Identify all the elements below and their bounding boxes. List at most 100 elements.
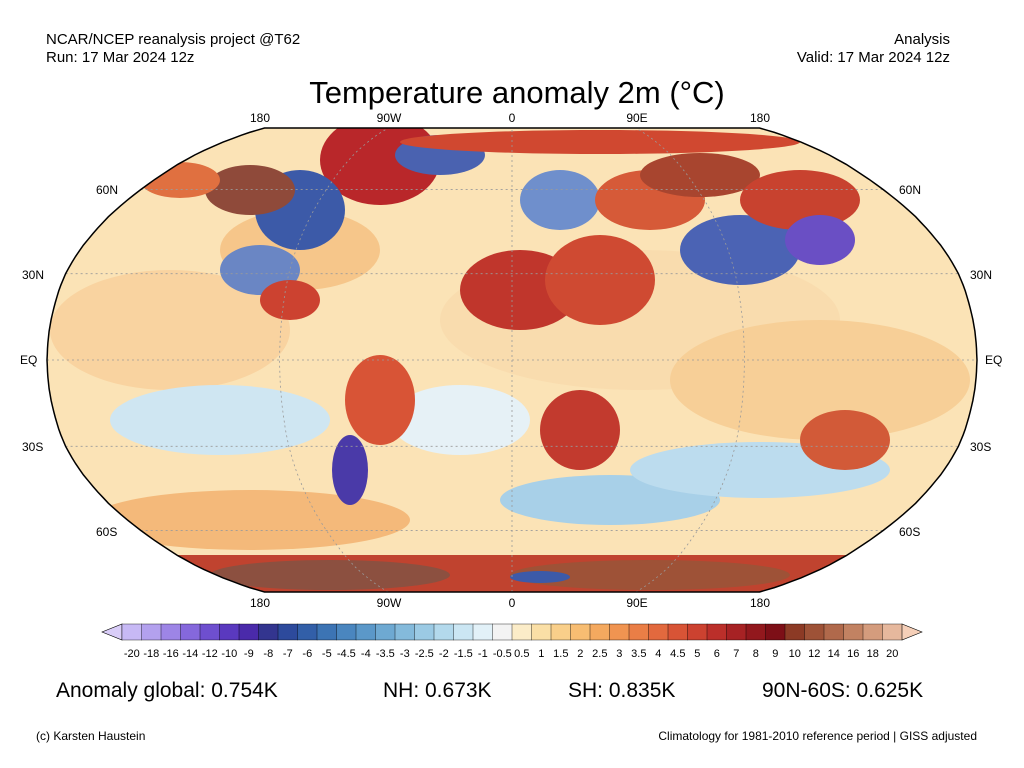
colorbar-label: 20 xyxy=(886,648,898,660)
colorbar-cell xyxy=(316,623,337,641)
map-title: Temperature anomaly 2m (°C) xyxy=(309,75,725,110)
colorbar-cell xyxy=(589,623,610,641)
colorbar-label: -4.5 xyxy=(337,648,356,660)
map-outline xyxy=(46,127,978,593)
colorbar-cell xyxy=(414,623,435,641)
colorbar-cell xyxy=(238,623,259,641)
lon-label-top: 180 xyxy=(249,111,271,125)
lat-label-left: 60S xyxy=(96,525,118,539)
colorbar-cell xyxy=(726,623,747,641)
colorbar-label: 5 xyxy=(694,648,700,660)
colorbar-label: -9 xyxy=(244,648,254,660)
colorbar-label: -8 xyxy=(263,648,273,660)
colorbar-cell xyxy=(472,623,493,641)
colorbar-label: 18 xyxy=(867,648,879,660)
source-label: NCAR/NCEP reanalysis project @T62 xyxy=(46,31,301,48)
colorbar-cell xyxy=(511,623,532,641)
colorbar-label: -16 xyxy=(163,648,179,660)
colorbar-cell xyxy=(160,623,181,641)
colorbar-cell xyxy=(706,623,727,641)
lon-label-top: 90E xyxy=(626,111,648,125)
colorbar-label: 16 xyxy=(847,648,859,660)
colorbar-label: -0.5 xyxy=(493,648,512,660)
lon-label-bottom: 90W xyxy=(376,596,402,610)
colorbar-label: -6 xyxy=(302,648,312,660)
graticule xyxy=(47,128,977,592)
lon-label-bottom: 0 xyxy=(508,596,516,610)
colorbar-cell xyxy=(609,623,630,641)
lon-label-top: 90W xyxy=(376,111,402,125)
lat-label-left: 60N xyxy=(96,183,119,197)
climatology-note: Climatology for 1981-2010 reference peri… xyxy=(658,729,977,743)
colorbar-under-arrow xyxy=(101,623,123,641)
colorbar-label: -3.5 xyxy=(376,648,395,660)
colorbar-cell xyxy=(258,623,279,641)
lat-label-left: EQ xyxy=(20,353,38,367)
colorbar-cell xyxy=(297,623,318,641)
colorbar-cell xyxy=(843,623,864,641)
colorbar-label: -14 xyxy=(182,648,198,660)
colorbar-label: -18 xyxy=(143,648,159,660)
lat-label-right: 60N xyxy=(899,183,922,197)
colorbar-cell xyxy=(492,623,513,641)
nh-anomaly: NH: 0.673K xyxy=(383,679,492,702)
colorbar-cell xyxy=(570,623,591,641)
colorbar-cell xyxy=(219,623,240,641)
colorbar-label: 12 xyxy=(808,648,820,660)
colorbar-cell xyxy=(765,623,786,641)
global-anomaly: Anomaly global: 0.754K xyxy=(56,679,278,702)
colorbar-label: -2 xyxy=(439,648,449,660)
colorbar-label: 2.5 xyxy=(592,648,607,660)
colorbar-label: 0.5 xyxy=(514,648,529,660)
lat-label-right: EQ xyxy=(985,353,1003,367)
colorbar-cell xyxy=(784,623,805,641)
colorbar-label: -1 xyxy=(478,648,488,660)
run-time: Run: 17 Mar 2024 12z xyxy=(46,49,195,66)
lon-label-top: 180 xyxy=(749,111,771,125)
credit: (c) Karsten Haustein xyxy=(36,729,146,743)
colorbar-label: 3.5 xyxy=(631,648,646,660)
colorbar-label: 4 xyxy=(655,648,661,660)
colorbar-cell xyxy=(531,623,552,641)
colorbar-cell xyxy=(141,623,162,641)
colorbar-cell xyxy=(394,623,415,641)
valid-time: Valid: 17 Mar 2024 12z xyxy=(796,49,950,66)
colorbar-label: 8 xyxy=(753,648,759,660)
colorbar-label: -5 xyxy=(322,648,332,660)
colorbar-label: 1 xyxy=(538,648,544,660)
anomaly-map xyxy=(46,127,978,593)
colorbar-cell xyxy=(804,623,825,641)
colorbar-label: 9 xyxy=(772,648,778,660)
colorbar-label: -3 xyxy=(400,648,410,660)
colorbar-label: 7 xyxy=(733,648,739,660)
colorbar-cell xyxy=(355,623,376,641)
colorbar-label: -4 xyxy=(361,648,371,660)
colorbar-label: 10 xyxy=(789,648,801,660)
colorbar-cell xyxy=(550,623,571,641)
colorbar-label: -7 xyxy=(283,648,293,660)
colorbar-label: -1.5 xyxy=(454,648,473,660)
lon-label-bottom: 180 xyxy=(749,596,771,610)
lon-label-bottom: 90E xyxy=(626,596,648,610)
lat-label-left: 30N xyxy=(22,268,45,282)
colorbar-label: -12 xyxy=(202,648,218,660)
sh-anomaly: SH: 0.835K xyxy=(568,679,676,702)
colorbar-cell xyxy=(882,623,903,641)
colorbar-cell xyxy=(745,623,766,641)
lat-label-right: 30S xyxy=(970,440,992,454)
colorbar-cell xyxy=(336,623,357,641)
lat-label-right: 30N xyxy=(970,268,993,282)
colorbar-label: 6 xyxy=(714,648,720,660)
colorbar-label: 2 xyxy=(577,648,583,660)
colorbar-over-arrow xyxy=(901,623,923,641)
colorbar-cell xyxy=(687,623,708,641)
colorbar-label: 14 xyxy=(828,648,840,660)
colorbar-label: 3 xyxy=(616,648,622,660)
colorbar-cell xyxy=(433,623,454,641)
colorbar-label: -2.5 xyxy=(415,648,434,660)
lat-label-left: 30S xyxy=(22,440,44,454)
colorbar-label: -20 xyxy=(124,648,140,660)
lon-label-top: 0 xyxy=(508,111,516,125)
colorbar-label: 4.5 xyxy=(670,648,685,660)
colorbar-cell xyxy=(453,623,474,641)
